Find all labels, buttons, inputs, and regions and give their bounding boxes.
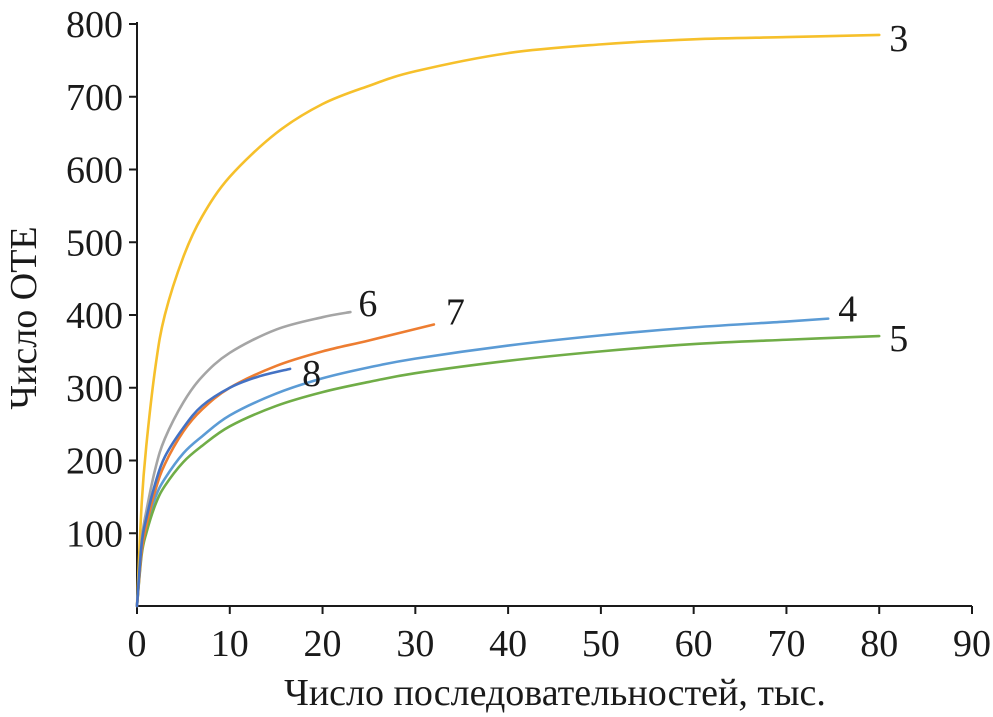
x-tick-label: 20 [304, 623, 342, 665]
series-label-3: 3 [889, 18, 908, 60]
x-tick-label: 0 [128, 623, 147, 665]
axes: 0 10 20 30 40 50 60 70 80 90 100 200 300 400 500 600 700… [66, 4, 991, 665]
x-tick-label: 60 [675, 623, 713, 665]
x-tick-label: 10 [211, 623, 249, 665]
series-line-4 [135, 317, 830, 608]
series-label-5: 5 [889, 318, 908, 360]
series-group: 3 45 6 7 8 [135, 18, 908, 608]
y-tick-label: 600 [66, 150, 123, 192]
y-axis-title: Число ОТЕ [3, 226, 45, 409]
x-tick-label: 50 [582, 623, 620, 665]
y-tick-label: 700 [66, 77, 123, 119]
y-tick-label: 800 [66, 4, 123, 46]
y-tick-label: 500 [66, 222, 123, 264]
y-tick-label: 100 [66, 513, 123, 555]
y-tick-label: 200 [66, 441, 123, 483]
series-line-5 [135, 334, 881, 608]
y-tick-label: 300 [66, 368, 123, 410]
series-line-7 [135, 323, 436, 608]
x-axis-title: Число последовательностей, тыс. [284, 672, 826, 714]
x-tick-label: 90 [953, 623, 991, 665]
series-label-8: 8 [302, 353, 321, 395]
series-label-7: 7 [446, 291, 465, 333]
x-tick-label: 30 [396, 623, 434, 665]
y-tick-label: 400 [66, 295, 123, 337]
series-line-8 [135, 367, 292, 608]
x-tick-label: 40 [489, 623, 527, 665]
series-label-6: 6 [358, 283, 377, 325]
x-tick-label: 70 [767, 623, 805, 665]
series-line-3 [135, 33, 881, 608]
x-tick-label: 80 [860, 623, 898, 665]
series-label-4: 4 [838, 289, 857, 331]
